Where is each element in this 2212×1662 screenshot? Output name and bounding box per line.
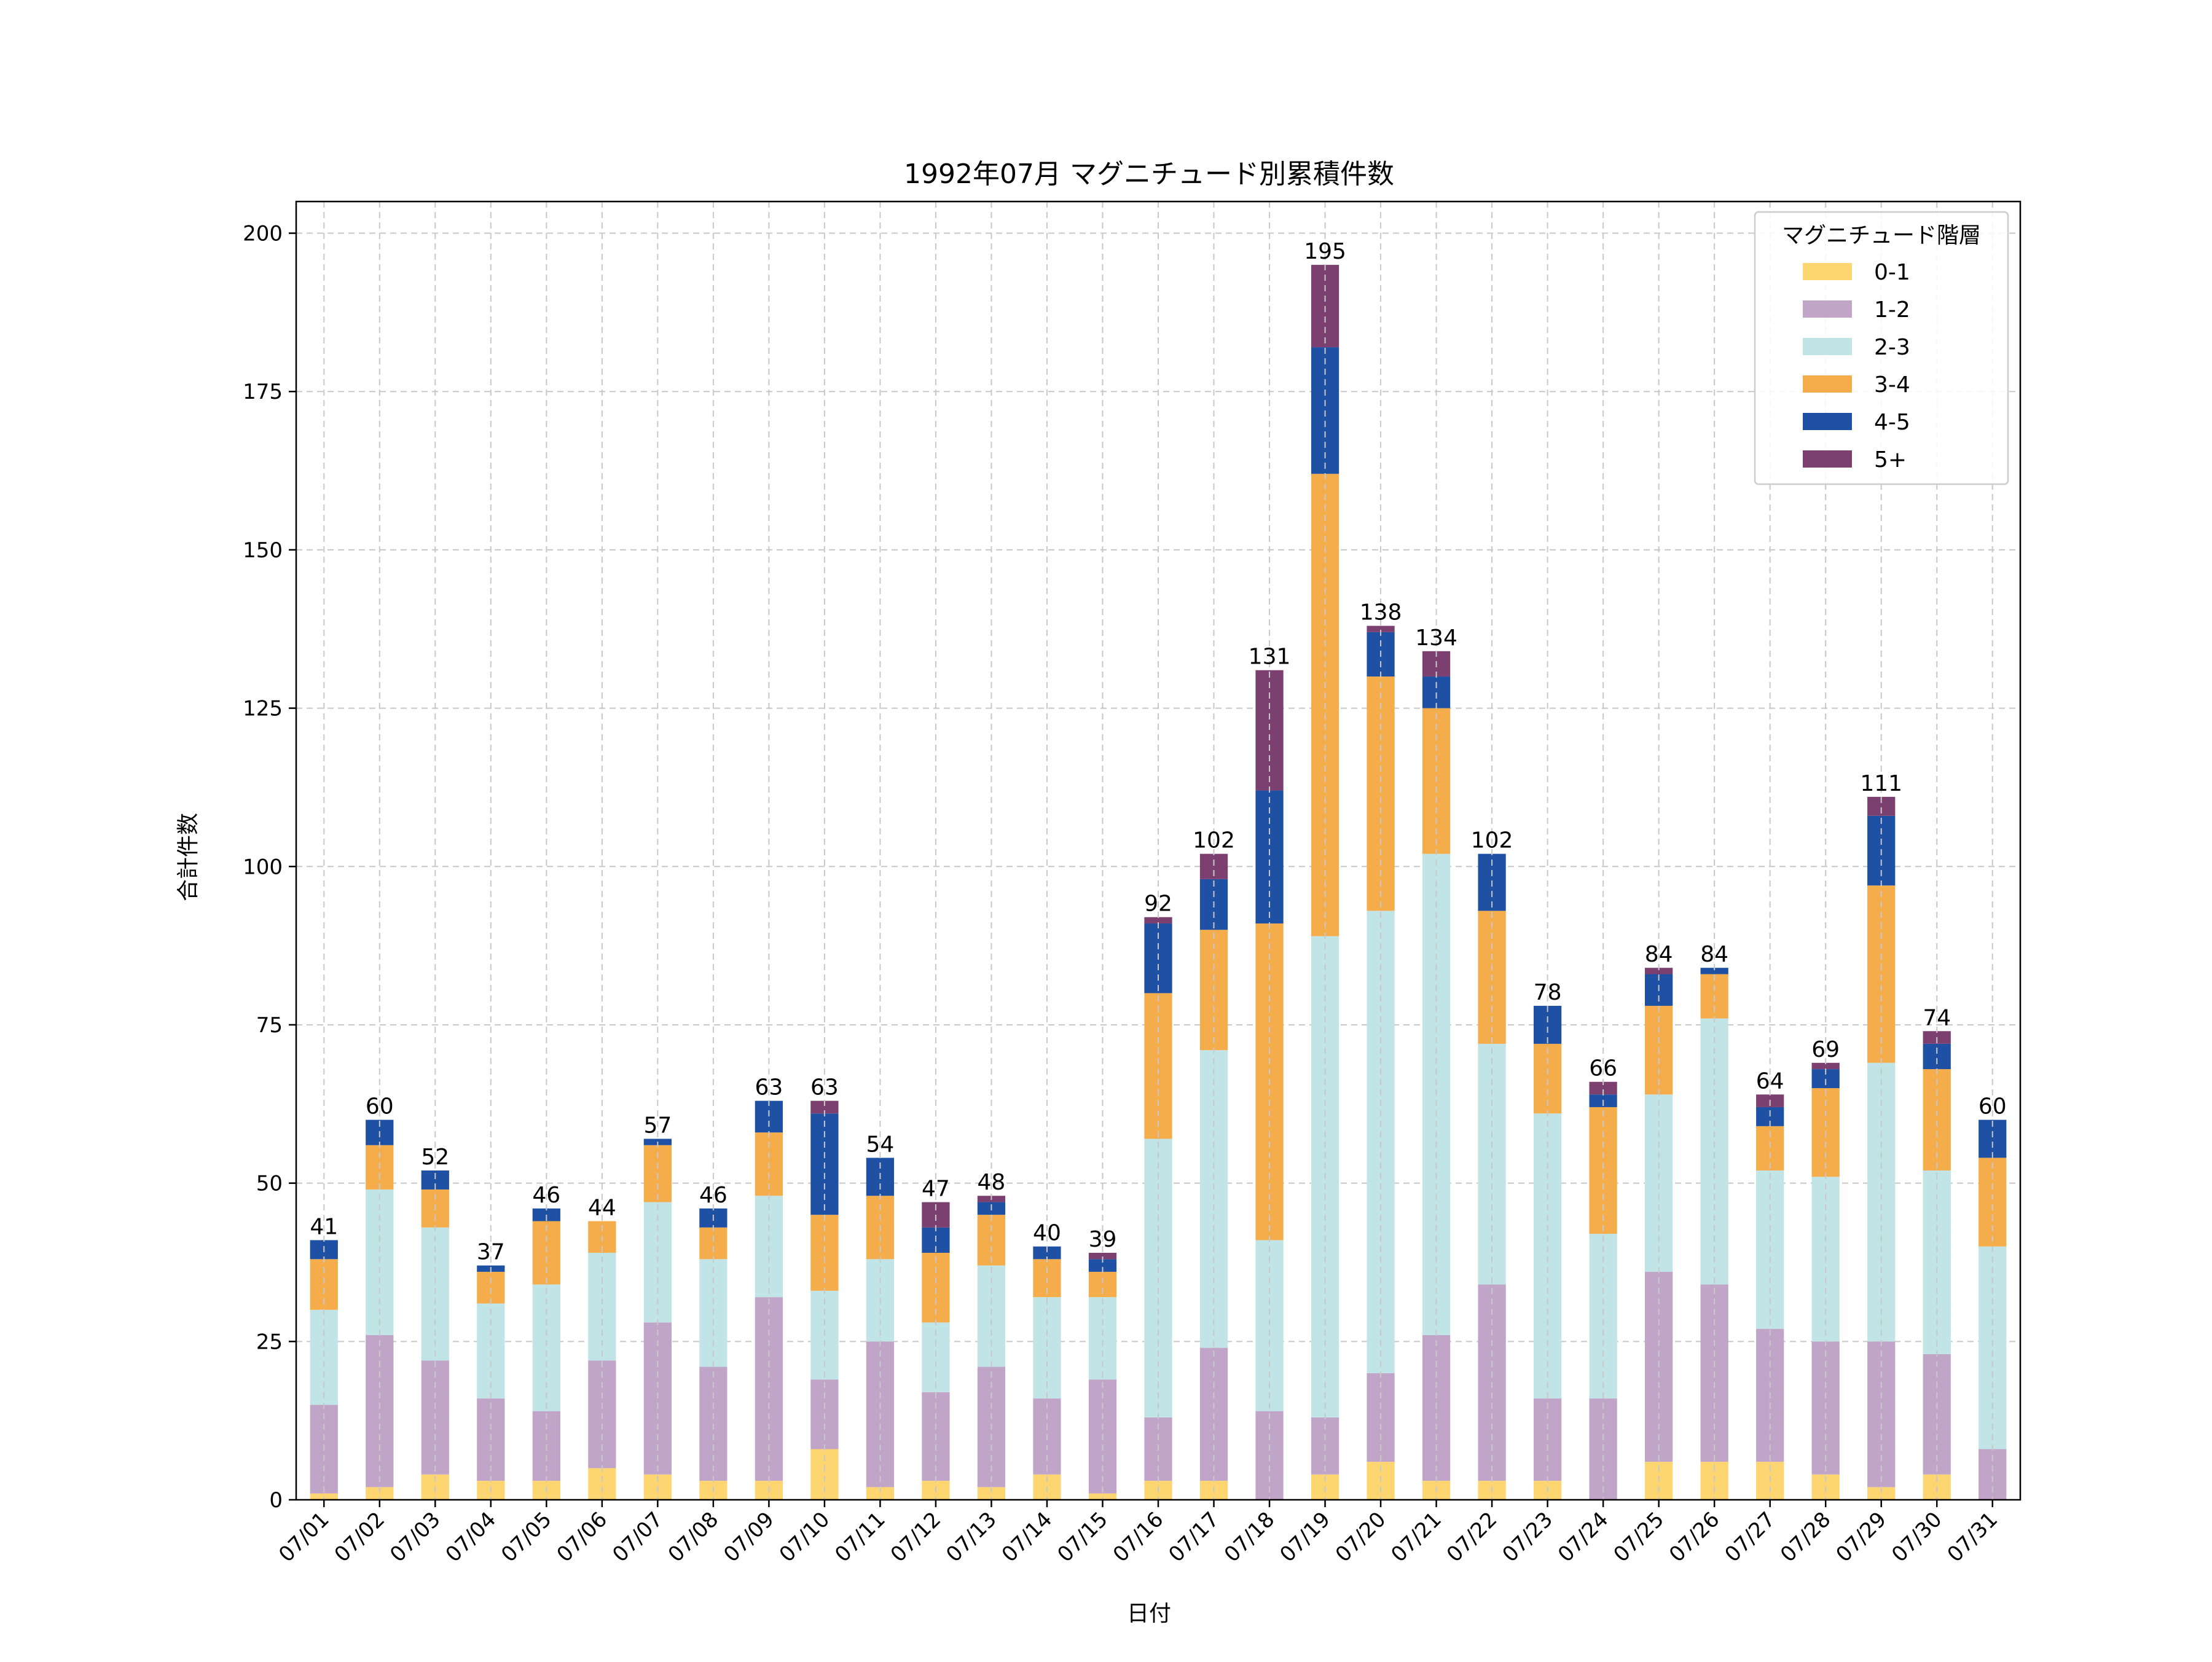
bar-segment xyxy=(810,1100,839,1114)
legend-entries: 0-1 1-2 2-3 3-4 4-5 5+ xyxy=(1803,260,1910,472)
total-data-label: 195 xyxy=(1304,239,1346,264)
bar-segment xyxy=(310,1309,338,1405)
legend-swatch xyxy=(1803,450,1852,468)
legend-swatch xyxy=(1803,263,1852,280)
total-data-label: 40 xyxy=(1033,1221,1061,1246)
total-data-label: 131 xyxy=(1249,645,1291,670)
bar-segment xyxy=(532,1284,560,1411)
bar-segment xyxy=(1589,1107,1617,1234)
total-data-label: 57 xyxy=(643,1113,672,1138)
y-tick-label: 175 xyxy=(243,380,283,404)
bar-segment xyxy=(977,1487,1006,1500)
bar-segment xyxy=(1088,1493,1117,1500)
legend-label: 0-1 xyxy=(1874,260,1910,285)
legend-swatch xyxy=(1803,375,1852,393)
chart-title: 1992年07月 マグニチュード別累積件数 xyxy=(904,159,1394,190)
y-tick-label: 25 xyxy=(256,1330,283,1354)
total-data-label: 60 xyxy=(1979,1094,2007,1119)
legend-label: 1-2 xyxy=(1874,297,1910,323)
legend-swatch xyxy=(1803,300,1852,318)
total-data-label: 111 xyxy=(1860,771,1902,796)
legend-label: 4-5 xyxy=(1874,410,1910,435)
bar-segment xyxy=(477,1271,505,1304)
total-data-label: 66 xyxy=(1589,1056,1617,1081)
total-data-label: 84 xyxy=(1645,942,1673,967)
bar-segment xyxy=(588,1468,616,1500)
bar-segment xyxy=(366,1487,394,1500)
total-data-label: 138 xyxy=(1360,600,1402,625)
bar-segment xyxy=(1979,1158,2007,1247)
bar-segment xyxy=(366,1335,394,1488)
bar-segment xyxy=(1255,670,1284,791)
x-axis-title: 日付 xyxy=(1127,1601,1171,1626)
bar-segment xyxy=(1088,1253,1117,1260)
total-data-label: 92 xyxy=(1144,892,1172,917)
bar-segment xyxy=(866,1487,895,1500)
total-data-label: 41 xyxy=(310,1214,338,1239)
bar-segment xyxy=(1867,1487,1896,1500)
grid-overlay xyxy=(323,202,1993,1500)
y-tick-label: 200 xyxy=(243,222,283,246)
total-data-label: 74 xyxy=(1923,1005,1951,1030)
total-data-label: 102 xyxy=(1471,828,1513,853)
bar-segment xyxy=(1700,968,1728,974)
total-data-label: 134 xyxy=(1415,625,1457,651)
total-data-label: 84 xyxy=(1700,942,1728,967)
bar-segment xyxy=(699,1227,728,1260)
total-data-label: 37 xyxy=(477,1240,505,1265)
bar-segment xyxy=(1033,1246,1061,1260)
legend: マグニチュード階層 0-1 1-2 2-3 3-4 4-5 5+ xyxy=(1754,211,2009,485)
y-axis-title: 合計件数 xyxy=(176,813,201,901)
bar-segment xyxy=(1144,993,1172,1139)
legend-label: 5+ xyxy=(1874,447,1907,472)
total-data-label: 60 xyxy=(366,1094,394,1119)
bar-segment xyxy=(1367,625,1395,632)
total-data-label: 63 xyxy=(755,1075,783,1100)
legend-swatch xyxy=(1803,338,1852,355)
y-tick-label: 75 xyxy=(256,1013,283,1038)
total-data-label: 39 xyxy=(1089,1227,1117,1252)
bar-segment xyxy=(1811,1062,1840,1070)
total-data-label: 52 xyxy=(421,1145,449,1170)
bar-segment xyxy=(1422,676,1451,708)
y-tick-label: 150 xyxy=(243,538,283,563)
bar-segment xyxy=(1144,917,1172,924)
total-data-label: 46 xyxy=(699,1183,728,1208)
total-data-label: 44 xyxy=(588,1195,616,1220)
legend-swatch xyxy=(1803,413,1852,430)
y-tick-label: 100 xyxy=(243,855,283,879)
total-data-label: 64 xyxy=(1756,1068,1784,1094)
bar-segment xyxy=(755,1100,783,1133)
legend-title: マグニチュード階層 xyxy=(1782,223,1981,248)
bar-segment xyxy=(532,1221,560,1285)
legend-label: 3-4 xyxy=(1874,372,1910,398)
bar-segment xyxy=(1645,968,1673,974)
legend-label: 2-3 xyxy=(1874,335,1910,360)
total-data-label: 47 xyxy=(922,1177,950,1202)
y-tick-label: 50 xyxy=(256,1172,283,1196)
data-labels: 41 60 52 37 46 44 57 46 63 63 54 47 48 40 39 92 102 131 19… xyxy=(310,239,2006,1265)
total-data-label: 102 xyxy=(1193,828,1235,853)
bar-segment xyxy=(1088,1259,1117,1272)
total-data-label: 54 xyxy=(866,1132,895,1157)
bar-segment xyxy=(1867,1062,1896,1342)
total-data-label: 63 xyxy=(810,1075,839,1100)
bar-segment xyxy=(1589,1081,1617,1095)
total-data-label: 46 xyxy=(532,1183,560,1208)
total-data-label: 69 xyxy=(1811,1037,1840,1062)
y-tick-label: 125 xyxy=(243,697,283,721)
total-data-label: 78 xyxy=(1534,980,1562,1005)
y-tick-label: 0 xyxy=(269,1488,283,1513)
bar-segment xyxy=(310,1493,338,1500)
total-data-label: 48 xyxy=(978,1170,1006,1195)
